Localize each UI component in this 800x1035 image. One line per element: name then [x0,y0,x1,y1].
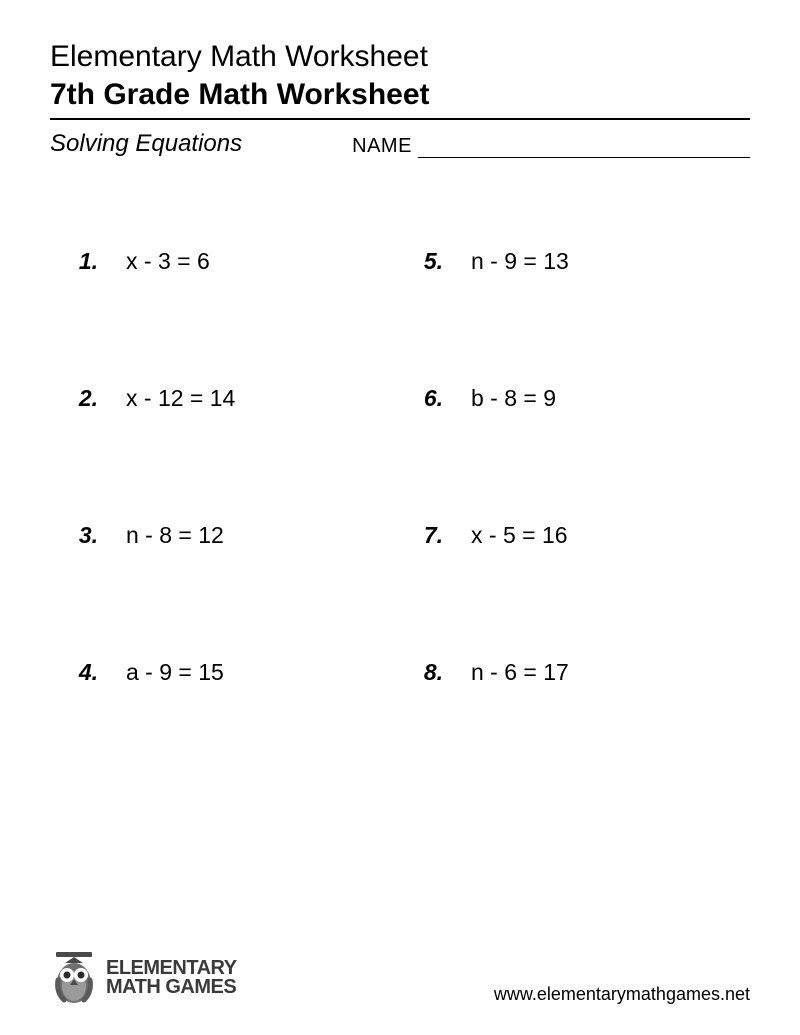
problem-number: 4. [70,659,98,686]
problem-number: 6. [415,385,443,412]
logo-line-2: MATH GAMES [106,978,237,997]
problem-number: 3. [70,522,98,549]
problem-number: 2. [70,385,98,412]
problem-item: 2. x - 12 = 14 [70,385,385,412]
grade-title: 7th Grade Math Worksheet [50,78,750,120]
problem-number: 7. [415,522,443,549]
footer: ELEMENTARY MATH GAMES www.elementarymath… [50,950,750,1005]
problem-item: 1. x - 3 = 6 [70,248,385,275]
problem-item: 8. n - 6 = 17 [415,659,730,686]
name-field-wrap: NAME [352,135,750,158]
topic-label: Solving Equations [50,130,242,158]
logo: ELEMENTARY MATH GAMES [50,950,237,1005]
subheader-row: Solving Equations NAME [50,130,750,158]
problem-number: 5. [415,248,443,275]
problem-equation: b - 8 = 9 [471,385,556,412]
problems-grid: 1. x - 3 = 6 5. n - 9 = 13 2. x - 12 = 1… [50,248,750,686]
problem-equation: n - 6 = 17 [471,659,569,686]
footer-url: www.elementarymathgames.net [494,984,750,1005]
logo-line-1: ELEMENTARY [106,959,237,978]
problem-equation: x - 3 = 6 [126,248,210,275]
name-input-line[interactable] [418,138,750,158]
problem-number: 1. [70,248,98,275]
problem-equation: a - 9 = 15 [126,659,224,686]
problem-item: 6. b - 8 = 9 [415,385,730,412]
problem-equation: x - 5 = 16 [471,522,568,549]
worksheet-page: Elementary Math Worksheet 7th Grade Math… [0,0,800,1035]
problem-item: 5. n - 9 = 13 [415,248,730,275]
problem-equation: n - 8 = 12 [126,522,224,549]
problem-item: 7. x - 5 = 16 [415,522,730,549]
logo-text: ELEMENTARY MATH GAMES [106,959,237,997]
owl-icon [50,950,98,1005]
problem-item: 3. n - 8 = 12 [70,522,385,549]
problem-equation: x - 12 = 14 [126,385,235,412]
problem-equation: n - 9 = 13 [471,248,569,275]
name-label: NAME [352,135,412,158]
problem-item: 4. a - 9 = 15 [70,659,385,686]
problem-number: 8. [415,659,443,686]
page-title: Elementary Math Worksheet [50,40,750,74]
